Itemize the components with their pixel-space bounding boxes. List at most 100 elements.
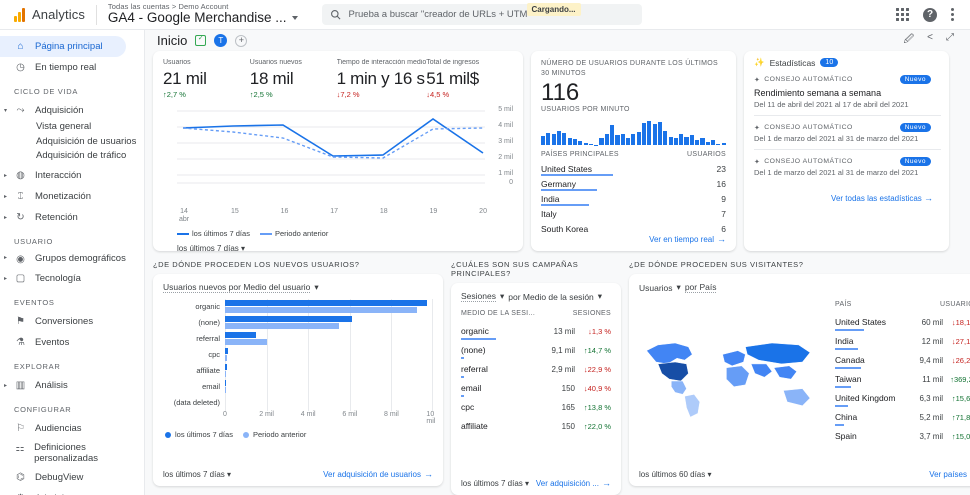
table-row[interactable]: United States 60 mil ↓18,1 % <box>835 312 970 331</box>
metric-selector[interactable]: Sesiones <box>461 291 496 302</box>
sidebar-item-technology[interactable]: ▸ ▢ Tecnología <box>0 268 144 289</box>
row-name: referral <box>461 364 488 374</box>
chevron-right-icon[interactable]: ▸ <box>4 382 8 389</box>
visitors-selector[interactable]: Usuarios ▾ por País <box>639 282 717 293</box>
table-row[interactable]: Spain 3,7 mil ↑15,0 % <box>835 426 970 445</box>
sidebar-item-retention[interactable]: ▸ ↻ Retención <box>0 207 144 228</box>
map-region-south-america <box>684 394 701 418</box>
world-map[interactable] <box>639 299 829 445</box>
body: ⌂ Página principal ◷ En tiempo real CICL… <box>0 30 970 495</box>
insight-kicker: ✦ CONSEJO AUTOMÁTICO Nuevo <box>754 75 931 84</box>
row-value: 60 mil <box>921 317 943 327</box>
sparkle-icon: ✨ <box>754 57 765 67</box>
sidebar-item-analysis[interactable]: ▸ ▥ Análisis <box>0 375 144 396</box>
sparkle-icon: ✦ <box>754 124 761 132</box>
sidebar-item-home[interactable]: ⌂ Página principal <box>0 36 126 57</box>
table-row[interactable]: South Korea 6 <box>541 221 726 236</box>
table-row[interactable]: organic 13 mil ↓1,3 % <box>461 321 611 340</box>
sidebar-section-lifecycle: CICLO DE VIDA <box>14 87 79 96</box>
table-row[interactable]: China 5,2 mil ↑71,8 % <box>835 407 970 426</box>
sidebar-subitem-overview[interactable]: Vista general <box>36 121 92 132</box>
chevron-right-icon[interactable]: ▸ <box>4 254 8 261</box>
bar-group <box>225 347 433 363</box>
table-row[interactable]: Italy 7 <box>541 206 726 221</box>
insight-item[interactable]: ✦ CONSEJO AUTOMÁTICO Nuevo Del 1 de marz… <box>754 150 941 183</box>
sidebar-item-audiences[interactable]: ⚐ Audiencias <box>0 418 144 439</box>
bar-group <box>225 331 433 347</box>
x-tick: 10 mil <box>426 411 436 425</box>
campaigns-selector[interactable]: Sesiones ▾ por Medio de la sesión ▾ <box>461 291 603 302</box>
legend-item-last7days: los últimos 7 días <box>165 430 233 439</box>
table-row[interactable]: (none) 9,1 mil ↑14,7 % <box>461 340 611 359</box>
dimension-selector[interactable]: por Medio de la sesión <box>508 291 594 302</box>
y-tick: 2 mil <box>498 154 513 161</box>
sidebar-item-admin[interactable]: ⚙ Administrar <box>0 488 144 495</box>
table-row[interactable]: Germany 16 <box>541 176 726 191</box>
date-range-selector[interactable]: los últimos 7 días ▾ <box>177 244 246 251</box>
loading-indicator: Cargando... <box>526 3 581 16</box>
table-row[interactable]: referral 2,9 mil ↓22,9 % <box>461 359 611 378</box>
date-range-selector[interactable]: los últimos 7 días ▾ <box>163 469 232 479</box>
date-range-selector[interactable]: los últimos 60 días ▾ <box>639 469 712 479</box>
table-row[interactable]: United States 23 <box>541 161 726 176</box>
dimension-selector[interactable]: por País <box>684 282 717 293</box>
table-row[interactable]: affiliate 150 ↑22,0 % <box>461 416 611 435</box>
search-input[interactable]: Prueba a buscar "creador de URLs + UTM" <box>348 9 531 20</box>
sidebar-item-conversions[interactable]: ⚑ Conversiones <box>0 311 144 332</box>
bar-legend: los últimos 7 días Periodo anterior <box>163 430 433 439</box>
chevron-down-icon[interactable]: ▾ <box>4 108 8 114</box>
edit-check-icon[interactable] <box>195 34 207 46</box>
sidebar-item-custom-definitions[interactable]: ⚏ Definiciones personalizadas <box>0 439 144 467</box>
sidebar-item-label: Página principal <box>35 41 103 52</box>
map-region-africa <box>726 365 750 387</box>
sidebar-item-engagement[interactable]: ▸ ◍ Interacción <box>0 165 144 186</box>
chevron-right-icon[interactable]: ▸ <box>4 193 8 200</box>
chevron-down-icon[interactable] <box>291 16 298 21</box>
account-selector[interactable]: Todas las cuentas > Demo Account GA4 - G… <box>108 3 298 25</box>
acquisition-link[interactable]: Ver adquisición de usuarios → <box>323 469 433 479</box>
row-value: 3,7 mil <box>919 431 943 441</box>
realtime-link[interactable]: Ver en tiempo real → <box>649 234 726 244</box>
add-button[interactable]: + <box>235 34 248 47</box>
table-row[interactable]: India 9 <box>541 191 726 206</box>
search-bar[interactable]: Prueba a buscar "creador de URLs + UTM" … <box>321 3 642 25</box>
table-row[interactable]: Canada 9,4 mil ↓26,2 % <box>835 350 970 369</box>
sidebar-item-debugview[interactable]: ⌬ DebugView <box>0 467 144 488</box>
date-range-selector[interactable]: los últimos 7 días ▾ <box>461 478 530 488</box>
apps-grid-icon[interactable] <box>896 8 909 21</box>
insight-item[interactable]: ✦ CONSEJO AUTOMÁTICO Nuevo Rendimiento s… <box>754 68 941 116</box>
sidebar-item-acquisition[interactable]: ▾ ⤳ Adquisición <box>0 100 144 121</box>
table-row[interactable]: United Kingdom 6,3 mil ↑15,6 % <box>835 388 970 407</box>
insight-item[interactable]: ✦ CONSEJO AUTOMÁTICO Nuevo Del 1 de marz… <box>754 116 941 150</box>
table-row[interactable]: India 12 mil ↓27,1 % <box>835 331 970 350</box>
chevron-right-icon[interactable]: ▸ <box>4 172 8 179</box>
table-row[interactable]: Taiwan 11 mil ↑369,2... <box>835 369 970 388</box>
sidebar-item-monetization[interactable]: ▸ ⑄ Monetización <box>0 186 144 207</box>
row-country: China <box>835 412 858 422</box>
expand-icon[interactable]: ⤢ <box>946 32 954 43</box>
share-icon[interactable]: < <box>927 32 933 43</box>
sidebar-subitem-traffic-acquisition[interactable]: Adquisición de tráfico <box>36 150 127 161</box>
metric-selector[interactable]: Usuarios <box>639 282 673 293</box>
avatar[interactable]: T <box>214 34 228 47</box>
visitors-link[interactable]: Ver países→ <box>929 469 967 479</box>
more-options-icon[interactable] <box>951 8 954 21</box>
campaigns-link[interactable]: Ver adquisición ... → <box>535 478 611 488</box>
help-icon[interactable]: ? <box>923 7 937 22</box>
chevron-right-icon[interactable]: ▸ <box>4 214 8 221</box>
table-row[interactable]: email 150 ↓40,9 % <box>461 378 611 397</box>
edit-icon[interactable]: 🖉 <box>903 34 915 45</box>
acquisition-selector[interactable]: Usuarios nuevos por Medio del usuario ▾ <box>163 282 319 293</box>
metric-delta: ↑2,5 % <box>249 90 273 99</box>
y-tick: 1 mil <box>498 170 513 177</box>
insights-link[interactable]: Ver todas las estadísticas → <box>831 193 933 203</box>
chevron-right-icon[interactable]: ▸ <box>4 275 8 282</box>
col-country: PAÍSES PRINCIPALES <box>541 151 619 158</box>
table-row[interactable]: cpc 165 ↑13,8 % <box>461 397 611 416</box>
sidebar-subitem-user-acquisition[interactable]: Adquisición de usuarios <box>36 135 137 147</box>
sidebar-item-realtime[interactable]: ◷ En tiempo real <box>0 57 144 78</box>
sidebar-item-demographics[interactable]: ▸ ◉ Grupos demográficos <box>0 250 144 268</box>
sidebar-item-label: Análisis <box>35 379 68 391</box>
new-badge: Nuevo <box>899 157 931 166</box>
sidebar-item-events[interactable]: ⚗ Eventos <box>0 332 144 353</box>
